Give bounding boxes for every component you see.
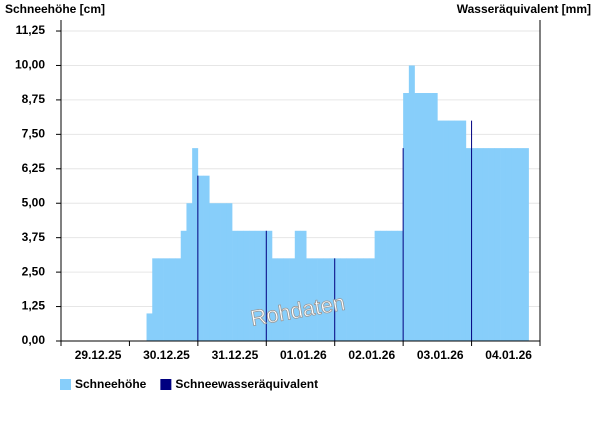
- bar: [363, 258, 370, 341]
- bar: [357, 258, 364, 341]
- bar: [511, 148, 518, 341]
- bar: [192, 148, 199, 341]
- legend-label: Schneewasseräquivalent: [175, 377, 318, 391]
- bar: [408, 65, 415, 342]
- bar: [494, 148, 501, 341]
- bar: [414, 93, 421, 341]
- bar: [243, 230, 250, 341]
- bar: [351, 258, 358, 341]
- y-tick-label: 0,00: [22, 333, 46, 347]
- legend-swatch: [160, 379, 172, 390]
- bar: [180, 230, 187, 341]
- bar: [169, 258, 176, 341]
- bar: [425, 93, 432, 341]
- bar: [289, 258, 296, 341]
- bar: [380, 230, 387, 341]
- y-tick-label: 11,25: [16, 23, 46, 37]
- bar: [237, 230, 244, 341]
- bar: [482, 148, 489, 341]
- bar: [271, 258, 278, 341]
- bar: [477, 148, 484, 341]
- y-tick-label: 7,50: [22, 127, 46, 141]
- bar: [203, 175, 210, 341]
- y-tick-label: 8,75: [22, 92, 46, 106]
- bar: [214, 203, 221, 341]
- y-tick-label: 1,25: [22, 299, 46, 313]
- bar: [323, 258, 330, 341]
- bar: [163, 258, 170, 341]
- bar: [505, 148, 512, 341]
- bar: [220, 203, 227, 341]
- bar: [397, 230, 404, 341]
- legend-label: Schneehöhe: [75, 377, 147, 391]
- y-tick-label: 6,25: [22, 161, 46, 175]
- bar: [340, 258, 347, 341]
- bar: [368, 258, 375, 341]
- bar: [517, 148, 524, 341]
- bar: [431, 93, 438, 341]
- bar: [522, 148, 529, 341]
- y-axis-title: Schneehöhe [cm]: [5, 2, 105, 16]
- bar: [157, 258, 164, 341]
- bar: [260, 230, 267, 341]
- bar: [329, 258, 336, 341]
- y-tick-label: 10,00: [15, 58, 45, 72]
- bar: [306, 258, 313, 341]
- bar: [391, 230, 398, 341]
- x-tick-label: 31.12.25: [212, 348, 259, 362]
- bar: [420, 93, 427, 341]
- y-tick-label: 5,00: [22, 195, 46, 209]
- legend-swatch: [60, 379, 71, 390]
- bar: [249, 230, 256, 341]
- bar: [283, 258, 290, 341]
- bar: [175, 258, 182, 341]
- bar: [317, 258, 324, 341]
- bar: [334, 258, 341, 341]
- bar: [209, 203, 216, 341]
- bar: [403, 93, 410, 341]
- x-tick-label: 03.01.26: [417, 348, 464, 362]
- bar: [448, 120, 455, 341]
- bar: [186, 203, 193, 341]
- bar: [300, 230, 307, 341]
- bar: [443, 120, 450, 341]
- bar: [226, 203, 233, 341]
- bar: [374, 230, 381, 341]
- bar: [146, 313, 153, 341]
- y2-axis-title: Wasseräquivalent [mm]: [457, 2, 591, 16]
- bar: [254, 230, 261, 341]
- x-tick-label: 29.12.25: [75, 348, 122, 362]
- y-tick-label: 2,50: [22, 264, 46, 278]
- x-tick-label: 01.01.26: [280, 348, 327, 362]
- bar: [277, 258, 284, 341]
- bar: [294, 230, 301, 341]
- y-tick-label: 3,75: [22, 230, 46, 244]
- bar: [465, 148, 472, 341]
- bar: [386, 230, 393, 341]
- x-tick-label: 04.01.26: [485, 348, 532, 362]
- x-tick-label: 02.01.26: [348, 348, 395, 362]
- x-tick-label: 30.12.25: [143, 348, 190, 362]
- bar: [152, 258, 159, 341]
- bar: [437, 120, 444, 341]
- bar: [460, 120, 467, 341]
- bar: [266, 230, 273, 341]
- bar: [232, 230, 239, 341]
- bar: [311, 258, 318, 341]
- bar: [471, 148, 478, 341]
- bar: [488, 148, 495, 341]
- bar: [454, 120, 461, 341]
- bar: [346, 258, 353, 341]
- bar: [197, 175, 204, 341]
- bar: [500, 148, 507, 341]
